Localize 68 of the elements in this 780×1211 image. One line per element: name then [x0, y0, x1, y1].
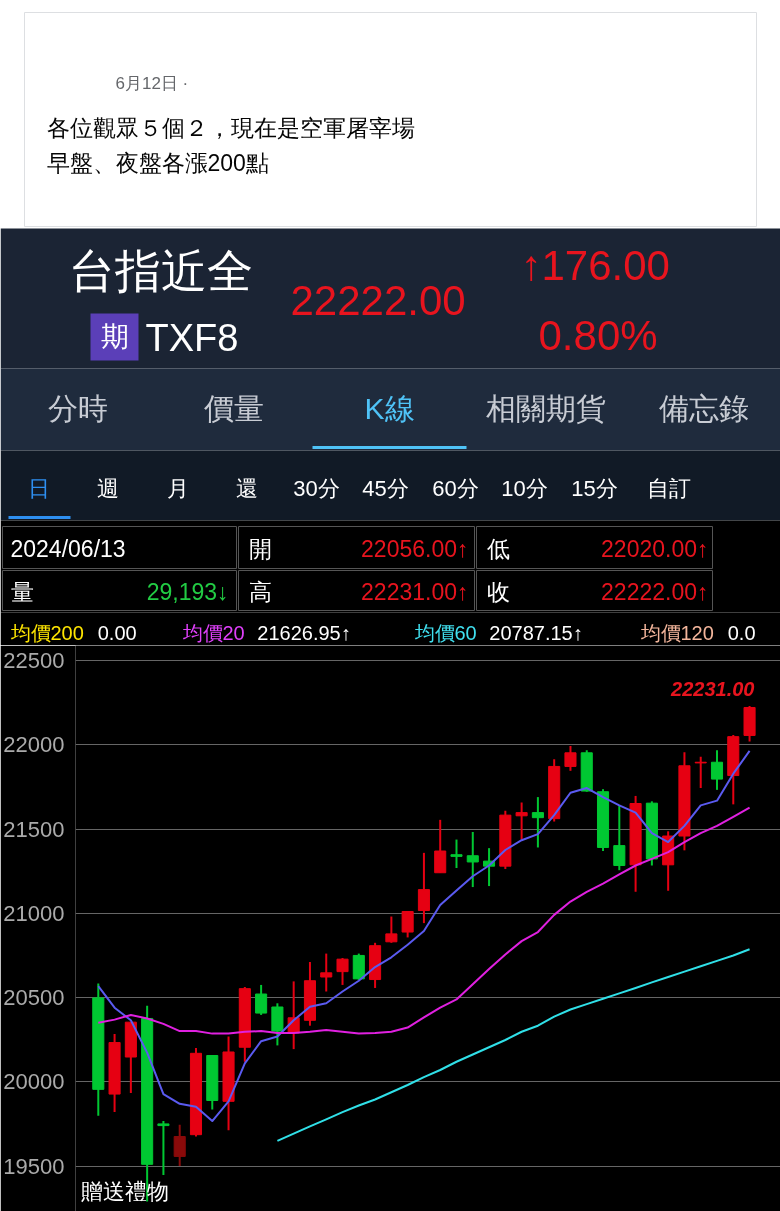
text: 2024/06/13 — [10, 535, 126, 562]
text: 高 — [248, 578, 272, 605]
text: 開 — [248, 535, 272, 562]
text: 22222.00 — [290, 277, 466, 324]
text: 29,193↓ — [146, 578, 229, 605]
candlestick — [173, 1123, 186, 1168]
text: 還 — [235, 476, 258, 501]
y-tick-label: 20500 — [3, 985, 65, 1011]
text: 45分 — [362, 476, 409, 501]
y-tick-label: 21500 — [3, 816, 65, 842]
text: 月 — [166, 476, 189, 501]
text: 22020.00↑ — [601, 535, 709, 562]
text: 22056.00↑ — [361, 535, 469, 562]
text: 均價120 0.0 — [639, 621, 756, 644]
text: 0.80% — [538, 312, 658, 359]
text: 均價20 21626.95↑ — [181, 621, 351, 644]
text: 22222.00↑ — [601, 578, 709, 605]
text: 早盤、夜盤各漲200點 — [46, 149, 269, 176]
candlestick — [450, 838, 463, 870]
candlestick — [157, 1120, 170, 1177]
y-tick-label: 22500 — [3, 648, 65, 674]
text: 15分 — [571, 476, 618, 501]
text: ↑176.00 — [520, 242, 670, 289]
text: 量 — [10, 578, 34, 605]
candlestick — [531, 796, 544, 849]
text: 期 — [100, 321, 129, 352]
candlestick — [515, 801, 528, 841]
annotation: 22231.00 — [670, 677, 755, 700]
candlestick — [255, 983, 268, 1016]
text: K線 — [364, 392, 415, 425]
text: 均價60 20787.15↑ — [413, 621, 583, 644]
text: 備忘錄 — [658, 392, 749, 425]
candlestick — [564, 744, 577, 772]
candlestick — [434, 818, 447, 874]
candlestick — [466, 830, 479, 889]
text: 台指近全 — [68, 244, 253, 297]
text: 相關期貨 — [485, 392, 606, 425]
candlestick — [385, 915, 398, 944]
text: 收 — [486, 578, 510, 605]
y-tick-label: 19500 — [3, 1153, 65, 1179]
line-series — [97, 749, 751, 1123]
text: 價量 — [203, 392, 264, 425]
candlestick — [320, 952, 333, 993]
text: 6月12日 · — [115, 74, 189, 93]
candlestick — [694, 755, 707, 790]
candlestick — [352, 952, 365, 981]
candlestick — [336, 956, 349, 986]
candlestick — [417, 851, 430, 925]
candlestick — [613, 805, 626, 872]
text: 週 — [96, 476, 119, 501]
text: 30分 — [293, 476, 340, 501]
text: 22231.00↑ — [361, 578, 469, 605]
y-tick-label: 22000 — [3, 732, 65, 758]
line-series — [276, 948, 751, 1142]
text: 低 — [486, 535, 510, 562]
text: 60分 — [432, 476, 479, 501]
text: 自訂 — [646, 476, 691, 501]
candlestick — [401, 910, 414, 939]
line-series — [97, 806, 751, 1035]
text: 均價200 0.00 — [9, 621, 137, 644]
text: 10分 — [501, 476, 548, 501]
candlestick — [710, 749, 724, 791]
text: 各位觀眾５個２，現在是空軍屠宰場 — [46, 114, 415, 141]
text: TXF8 — [145, 316, 239, 359]
y-tick-label: 20000 — [3, 1069, 65, 1095]
y-tick-label: 21000 — [3, 900, 65, 926]
text: 日 — [27, 476, 50, 501]
text: 分時 — [47, 392, 108, 425]
